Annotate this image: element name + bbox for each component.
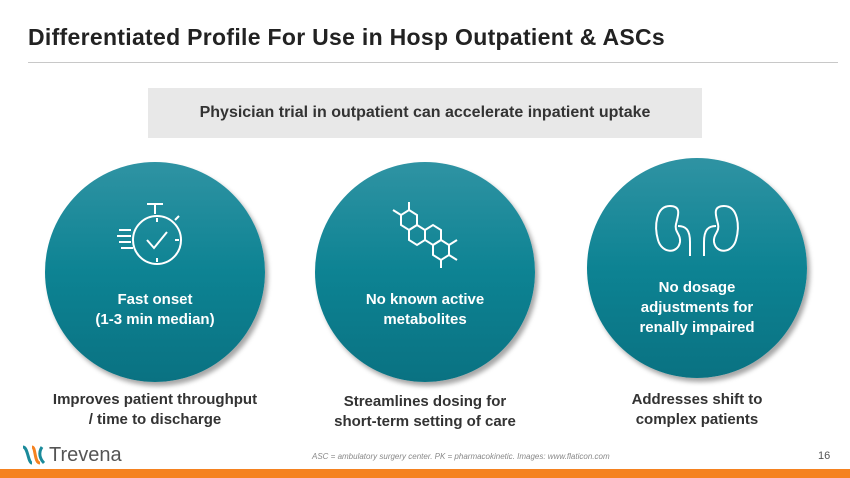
circle-text: metabolites [383,311,467,328]
stopwatch-check-icon [117,203,182,265]
caption-line: Improves patient throughput [52,391,258,408]
caption-line: Addresses shift to [631,391,763,408]
trevena-logo: Trevena [20,443,122,467]
caption-fast-onset: Improves patient throughput / time to dis… [25,390,285,430]
caption-line: / time to discharge [88,411,222,428]
caption-metabolites: Streamlines dosing for short-term setting… [295,392,555,432]
caption-line: Streamlines dosing for [343,393,507,410]
circle-text: No known active [365,291,485,308]
circle-text: (1-3 min median) [95,311,215,328]
banner: Physician trial in outpatient can accele… [148,88,702,138]
kidneys-icon [655,204,739,256]
circle-fast-onset: Fast onset (1-3 min median) [45,162,265,382]
footnote: ASC = ambulatory surgery center. PK = ph… [312,452,610,461]
logo-text: Trevena [49,443,122,466]
caption-line: complex patients [635,411,759,428]
caption-line: short-term setting of care [334,413,516,430]
footer-bar [0,469,850,478]
circle-text: Fast onset [117,291,193,308]
caption-renal: Addresses shift to complex patients [567,390,827,430]
circle-text: renally impaired [639,319,755,336]
slide-title: Differentiated Profile For Use in Hosp O… [28,24,666,50]
circle-metabolites: No known active metabolites [315,162,535,382]
circle-renal: No dosage adjustments for renally impaired [587,158,807,378]
logo-mark-icon [22,445,46,465]
title-divider [28,62,838,63]
molecule-icon [392,202,458,268]
circle-text: No dosage [658,279,736,296]
page-number: 16 [818,450,831,462]
circle-text: adjustments for [640,299,754,316]
